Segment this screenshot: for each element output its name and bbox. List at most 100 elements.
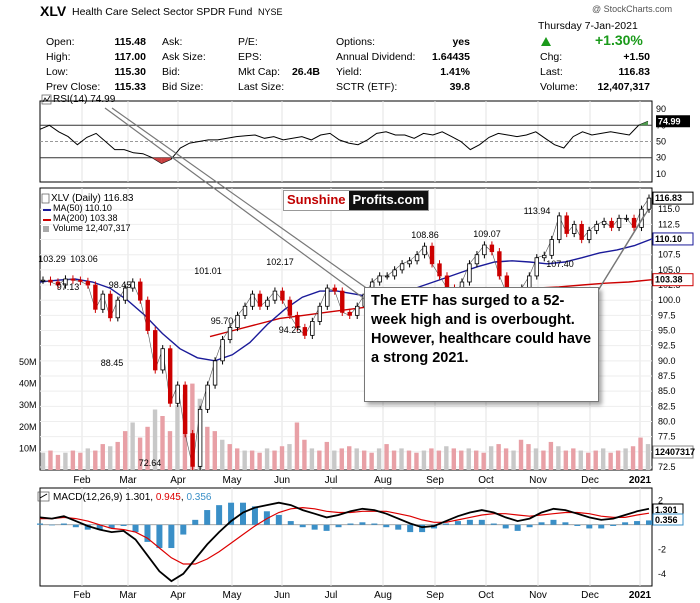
macd-title-part: MACD(12,26,9) — [53, 492, 125, 503]
macd-hist-bar — [192, 519, 199, 525]
month-label-top: Aug — [374, 475, 392, 486]
ma50-last-flag-box — [652, 232, 694, 246]
volume-bar — [190, 383, 195, 470]
volume-bar — [220, 439, 225, 470]
macd-hist-bar — [514, 524, 521, 531]
candle-body — [377, 275, 382, 283]
macd-line — [39, 501, 650, 583]
ma50-last-flag-value: 110.10 — [655, 234, 682, 244]
rsi-overbought-fill — [638, 121, 648, 126]
volume-bar — [623, 448, 628, 470]
volume-bar — [234, 448, 240, 470]
volume-bar — [332, 450, 337, 470]
volume-bar — [167, 431, 173, 470]
candle-body — [190, 433, 195, 467]
price-tick-label: 92.5 — [658, 341, 676, 351]
volume-bar — [578, 450, 583, 470]
candle-body — [594, 223, 599, 231]
macd-hist-bar — [562, 522, 569, 525]
macd-hist-bar — [586, 524, 593, 529]
volume-bar — [100, 444, 105, 470]
candle-body — [265, 299, 270, 307]
month-label-top: Sep — [426, 475, 444, 486]
copyright: @ StockCharts.com — [592, 4, 673, 14]
month-label-bottom: Nov — [529, 590, 547, 601]
candle-body — [542, 254, 547, 259]
candle-body — [220, 339, 225, 362]
candle-body — [272, 290, 278, 301]
candle-body — [153, 330, 158, 371]
macd-title-part: 0.356 — [186, 492, 211, 503]
macd-icon-line — [39, 493, 48, 499]
candle-body — [347, 311, 352, 316]
callout-line-price-b — [593, 213, 646, 298]
volume-bar — [145, 426, 150, 470]
volume-bar — [227, 444, 232, 470]
macd-hist-bar — [299, 524, 306, 528]
ma200-legend-icon — [43, 219, 51, 221]
volume-bar — [48, 450, 53, 470]
volume-bar — [302, 439, 307, 470]
candle-body — [235, 314, 240, 328]
candle-body — [474, 254, 480, 265]
volume-bar — [242, 450, 247, 470]
volume-bar — [444, 446, 449, 470]
volume-bar — [526, 444, 531, 470]
close-line — [42, 197, 650, 467]
volume-bar — [593, 450, 598, 470]
candle-body — [257, 293, 263, 307]
month-label-top: Dec — [581, 475, 599, 486]
month-label-bottom: Dec — [581, 590, 599, 601]
volume-bar — [563, 450, 569, 470]
candle-body — [534, 257, 539, 277]
volume-bar — [436, 450, 442, 470]
volume-bar — [130, 422, 135, 470]
volume-bar — [93, 450, 98, 470]
rsi-tick-label: 90 — [656, 104, 666, 114]
candle-body — [616, 217, 622, 228]
volume-bar — [481, 452, 486, 470]
macd-hist-bar — [490, 523, 497, 525]
month-label-bottom: Aug — [374, 590, 392, 601]
rsi-tick-label: 10 — [656, 169, 666, 179]
callout-line-rsi-a — [104, 107, 367, 301]
ma200-legend: MA(200) 103.38 — [53, 213, 118, 223]
macd-tick-label: -4 — [658, 569, 666, 579]
month-label-top: Nov — [529, 475, 547, 486]
month-label-top: 2021 — [629, 475, 652, 486]
ma200-last-flag-value: 103.38 — [655, 275, 683, 285]
candle-body — [609, 220, 614, 228]
options-value: yes — [452, 36, 470, 48]
candle-body — [302, 327, 308, 336]
volume-tick-label: 10M — [19, 443, 37, 453]
candle-body — [250, 293, 255, 307]
volume-bar — [324, 441, 330, 470]
mkt-cap-value: 26.4B — [291, 66, 320, 78]
macd-hist-bar — [240, 502, 246, 525]
macd-hist-bar — [72, 524, 79, 528]
macd-hist-bar — [538, 522, 545, 525]
volume-bar — [279, 446, 285, 470]
price-label: 103.29 — [38, 254, 66, 264]
price-tick-label: 100.0 — [658, 295, 681, 305]
volume-bar — [459, 450, 464, 470]
volume-bar — [108, 446, 113, 470]
candle-body — [78, 279, 83, 282]
volume-bar — [488, 446, 494, 470]
volume-last-flag-box — [652, 445, 694, 459]
month-label-top: May — [223, 475, 242, 486]
macd-hist-bar — [287, 521, 294, 525]
candle-body — [295, 314, 300, 328]
macd-hist-bar — [60, 523, 67, 525]
month-label-bottom: 2021 — [629, 590, 652, 601]
watermark-sunshine: Sunshine — [284, 191, 349, 210]
volume-bar — [376, 448, 382, 470]
callout-line-rsi-b — [111, 107, 373, 293]
prev-close-label: Prev Close: — [46, 81, 101, 93]
macd-hist-bar — [204, 510, 211, 525]
price-label: 103.06 — [70, 254, 98, 264]
month-label-top: Apr — [170, 475, 186, 486]
macd-hist-bar — [48, 524, 55, 526]
candle-body — [557, 215, 562, 240]
month-label-top: Jun — [274, 475, 290, 486]
